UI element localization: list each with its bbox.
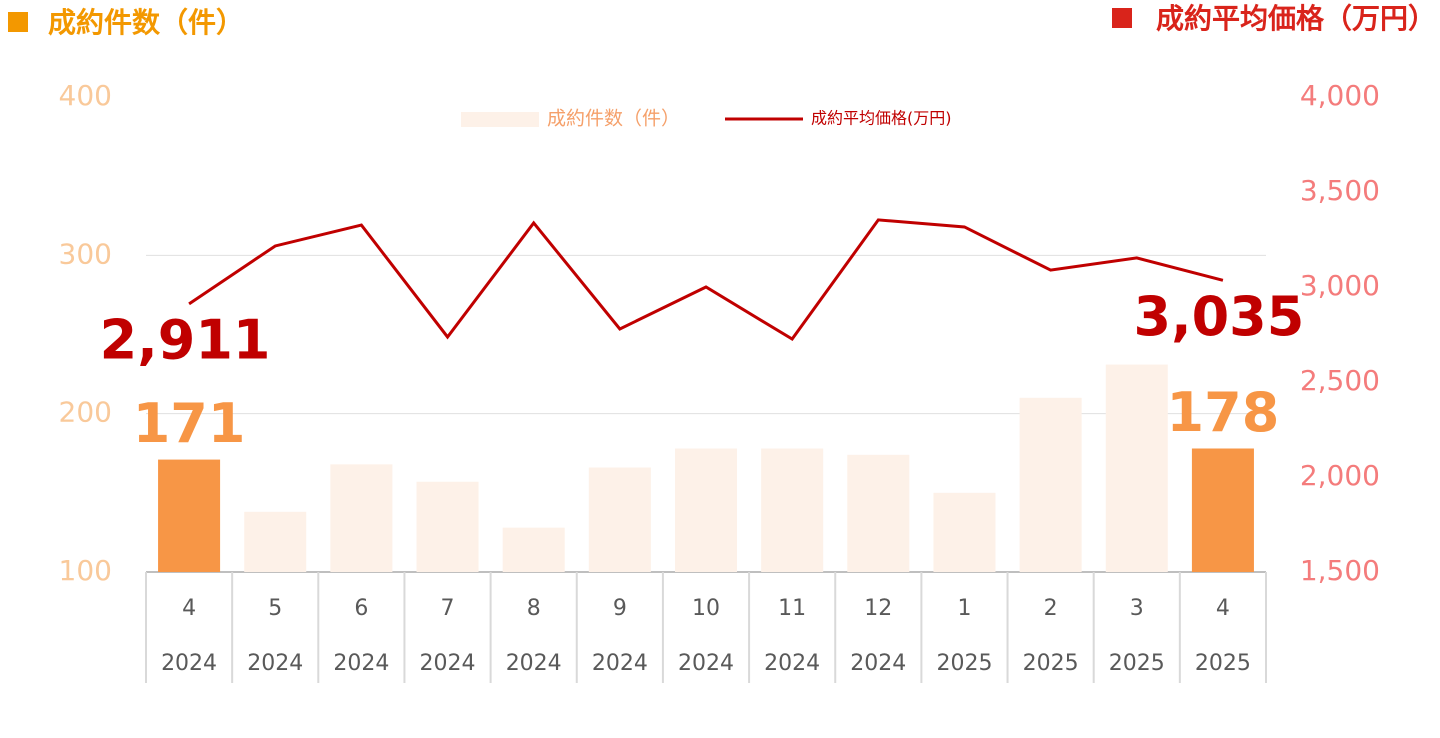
x-tick-label: 5	[268, 596, 282, 621]
chart-title: 成約件数（件）	[48, 6, 244, 39]
x-tick-year: 2024	[592, 651, 648, 676]
legend-label: 成約平均価格(万円)	[811, 109, 952, 128]
y2-tick-label: 3,000	[1300, 269, 1380, 302]
bar	[502, 527, 565, 572]
y-tick-label: 400	[59, 79, 112, 112]
bar	[158, 459, 221, 572]
y2-tick-label: 1,500	[1300, 554, 1380, 587]
x-tick-label: 7	[441, 596, 455, 621]
chart-title-right: 成約平均価格（万円）	[1156, 2, 1436, 35]
x-tick-label: 3	[1130, 596, 1144, 621]
x-tick-label: 8	[527, 596, 541, 621]
x-tick-year: 2024	[420, 651, 476, 676]
bar	[244, 511, 307, 572]
x-tick-year: 2024	[850, 651, 906, 676]
bar	[1191, 448, 1254, 572]
line	[188, 218, 1224, 342]
x-tick-label: 10	[692, 596, 720, 621]
bar-value-label: 178	[1167, 381, 1280, 444]
x-tick-year: 2025	[1109, 651, 1165, 676]
y2-tick-label: 4,000	[1300, 79, 1380, 112]
bar	[933, 492, 996, 572]
legend-swatch	[461, 112, 539, 127]
x-tick-year: 2025	[1023, 651, 1079, 676]
y-tick-label: 100	[59, 554, 112, 587]
x-tick-year: 2024	[161, 651, 217, 676]
x-tick-year: 2025	[1195, 651, 1251, 676]
x-tick-year: 2025	[936, 651, 992, 676]
x-tick-year: 2024	[247, 651, 303, 676]
x-tick-label: 9	[613, 596, 627, 621]
line-value-label: 3,035	[1134, 285, 1305, 348]
bar-value-label: 171	[133, 392, 246, 455]
x-tick-label: 12	[864, 596, 892, 621]
y2-tick-label: 2,000	[1300, 459, 1380, 492]
bar	[588, 467, 651, 572]
x-tick-label: 1	[957, 596, 971, 621]
title-marker	[8, 12, 28, 32]
x-tick-year: 2024	[764, 651, 820, 676]
y-tick-label: 200	[59, 396, 112, 429]
x-tick-label: 2	[1044, 596, 1058, 621]
x-tick-label: 4	[182, 596, 196, 621]
bar	[1019, 397, 1082, 572]
bar	[330, 464, 393, 572]
x-tick-label: 4	[1216, 596, 1230, 621]
x-tick-year: 2024	[506, 651, 562, 676]
bar	[1105, 364, 1168, 572]
y2-tick-label: 2,500	[1300, 364, 1380, 397]
legend-label: 成約件数（件）	[547, 108, 680, 130]
bar	[674, 448, 738, 572]
bar	[761, 448, 824, 572]
y2-tick-label: 3,500	[1300, 174, 1380, 207]
x-tick-year: 2024	[678, 651, 734, 676]
bar	[416, 481, 479, 572]
y-tick-label: 300	[59, 237, 112, 270]
x-tick-label: 11	[778, 596, 806, 621]
bar	[847, 454, 910, 572]
x-tick-year: 2024	[333, 651, 389, 676]
title-marker	[1112, 8, 1132, 28]
x-tick-label: 6	[354, 596, 368, 621]
line-value-label: 2,911	[100, 309, 271, 372]
